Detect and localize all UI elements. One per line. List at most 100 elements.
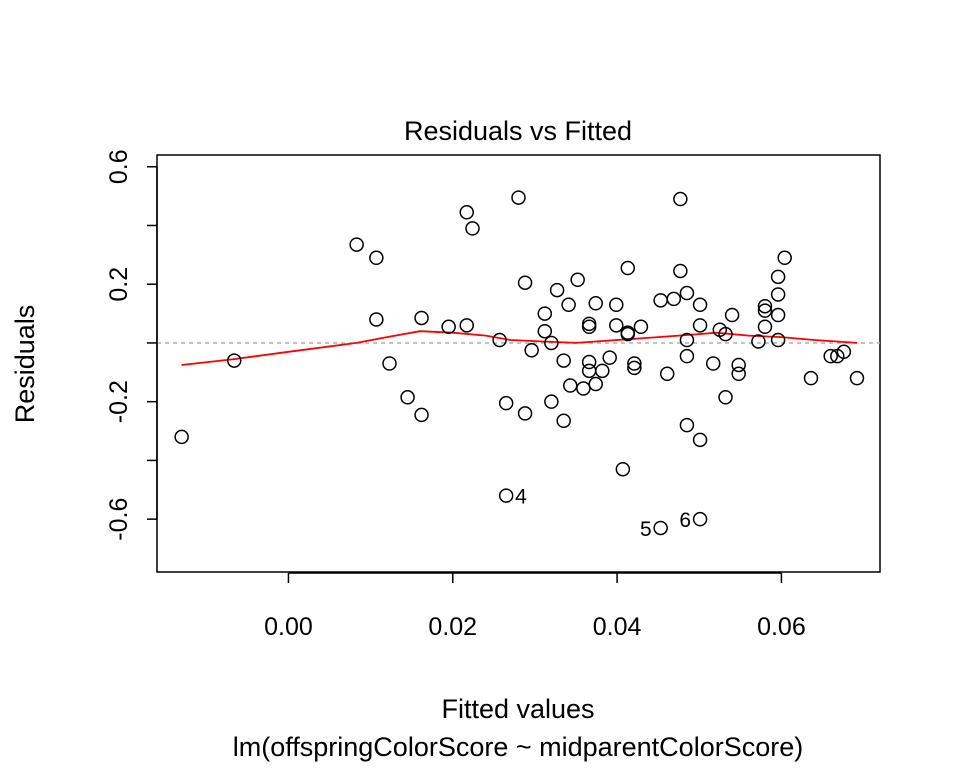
data-point — [563, 378, 578, 393]
y-tick-label: -0.2 — [105, 380, 133, 423]
data-point — [770, 307, 786, 323]
x-axis: 0.00 0.02 0.04 0.06 — [264, 572, 806, 641]
plot-area: 4 5 6 — [156, 154, 881, 573]
y-tick-label: 0.6 — [105, 149, 133, 184]
data-point — [382, 356, 397, 371]
plot-frame — [156, 154, 881, 573]
data-point — [459, 205, 474, 220]
x-tick-label: 0.02 — [428, 613, 477, 641]
data-point — [620, 326, 636, 342]
data-point — [849, 370, 865, 386]
data-point — [609, 318, 624, 333]
data-point — [679, 348, 695, 364]
y-axis-label: Residuals — [10, 305, 40, 424]
data-point — [692, 511, 708, 527]
data-point — [349, 237, 364, 252]
data-point — [770, 269, 786, 285]
data-point — [627, 356, 642, 371]
data-point — [226, 353, 242, 368]
data-point — [731, 366, 746, 382]
data-point — [633, 319, 649, 335]
data-point — [731, 357, 746, 373]
smooth-line — [181, 330, 858, 366]
data-point — [757, 303, 773, 318]
data-point — [673, 191, 688, 207]
x-axis-label: Fitted values — [441, 694, 594, 724]
data-point — [705, 356, 721, 371]
data-point — [770, 287, 786, 302]
x-tick-label: 0.00 — [264, 613, 313, 641]
data-point — [620, 260, 636, 276]
data-point — [673, 263, 688, 279]
data-point — [803, 370, 819, 386]
y-tick-label: -0.6 — [105, 498, 133, 541]
data-point — [595, 363, 610, 379]
data-point — [570, 272, 585, 288]
y-axis: -0.6 -0.2 0.2 0.6 — [105, 149, 158, 541]
data-point — [692, 297, 708, 313]
data-point — [556, 413, 571, 429]
data-point — [653, 520, 668, 536]
data-point — [581, 319, 597, 335]
data-point — [692, 432, 708, 448]
chart-title: Residuals vs Fitted — [404, 116, 632, 146]
data-point — [556, 353, 571, 368]
data-point — [823, 348, 838, 364]
data-point — [602, 350, 617, 365]
data-point — [441, 319, 456, 335]
point-label: 5 — [640, 518, 652, 541]
data-point — [724, 307, 740, 323]
point-label: 4 — [515, 486, 527, 509]
data-point — [465, 221, 480, 236]
data-point — [659, 366, 675, 382]
data-point — [369, 250, 384, 266]
data-point — [770, 332, 786, 348]
data-point — [414, 407, 429, 423]
data-point — [679, 332, 695, 348]
data-point — [492, 332, 507, 348]
data-point — [679, 285, 695, 301]
data-point — [692, 318, 708, 333]
data-point — [537, 306, 553, 321]
data-point — [666, 291, 682, 307]
data-point — [524, 343, 539, 358]
data-point — [581, 354, 597, 370]
data-point — [459, 318, 474, 333]
data-point — [517, 275, 533, 290]
data-point — [581, 363, 597, 379]
data-point — [581, 316, 597, 332]
data-point — [588, 296, 603, 311]
data-point — [561, 297, 576, 313]
data-point — [836, 344, 852, 360]
data-point — [777, 250, 792, 266]
point-label: 6 — [679, 509, 691, 532]
data-point — [498, 395, 514, 411]
data-point — [174, 429, 189, 445]
x-tick-label: 0.04 — [593, 613, 642, 641]
data-point — [537, 323, 553, 339]
data-point — [718, 390, 733, 405]
data-point — [511, 190, 526, 205]
data-point — [653, 293, 668, 308]
data-point — [679, 417, 695, 433]
data-point — [544, 394, 559, 409]
x-tick-label: 0.06 — [757, 613, 806, 641]
data-point — [751, 334, 766, 349]
y-tick-label: 0.2 — [105, 267, 133, 302]
data-point — [576, 381, 591, 396]
data-point — [588, 376, 603, 392]
data-point — [414, 310, 429, 326]
data-point — [718, 326, 733, 342]
data-point — [369, 312, 384, 327]
data-point — [627, 360, 642, 376]
data-point — [609, 297, 624, 313]
data-point — [615, 461, 631, 477]
data-point — [544, 335, 559, 351]
data-point — [757, 298, 773, 314]
data-point — [400, 390, 415, 405]
x-axis-subtitle: lm(offspringColorScore ~ midparentColorS… — [233, 732, 803, 762]
data-point — [498, 488, 514, 503]
data-point — [517, 406, 533, 421]
data-point — [757, 319, 773, 335]
